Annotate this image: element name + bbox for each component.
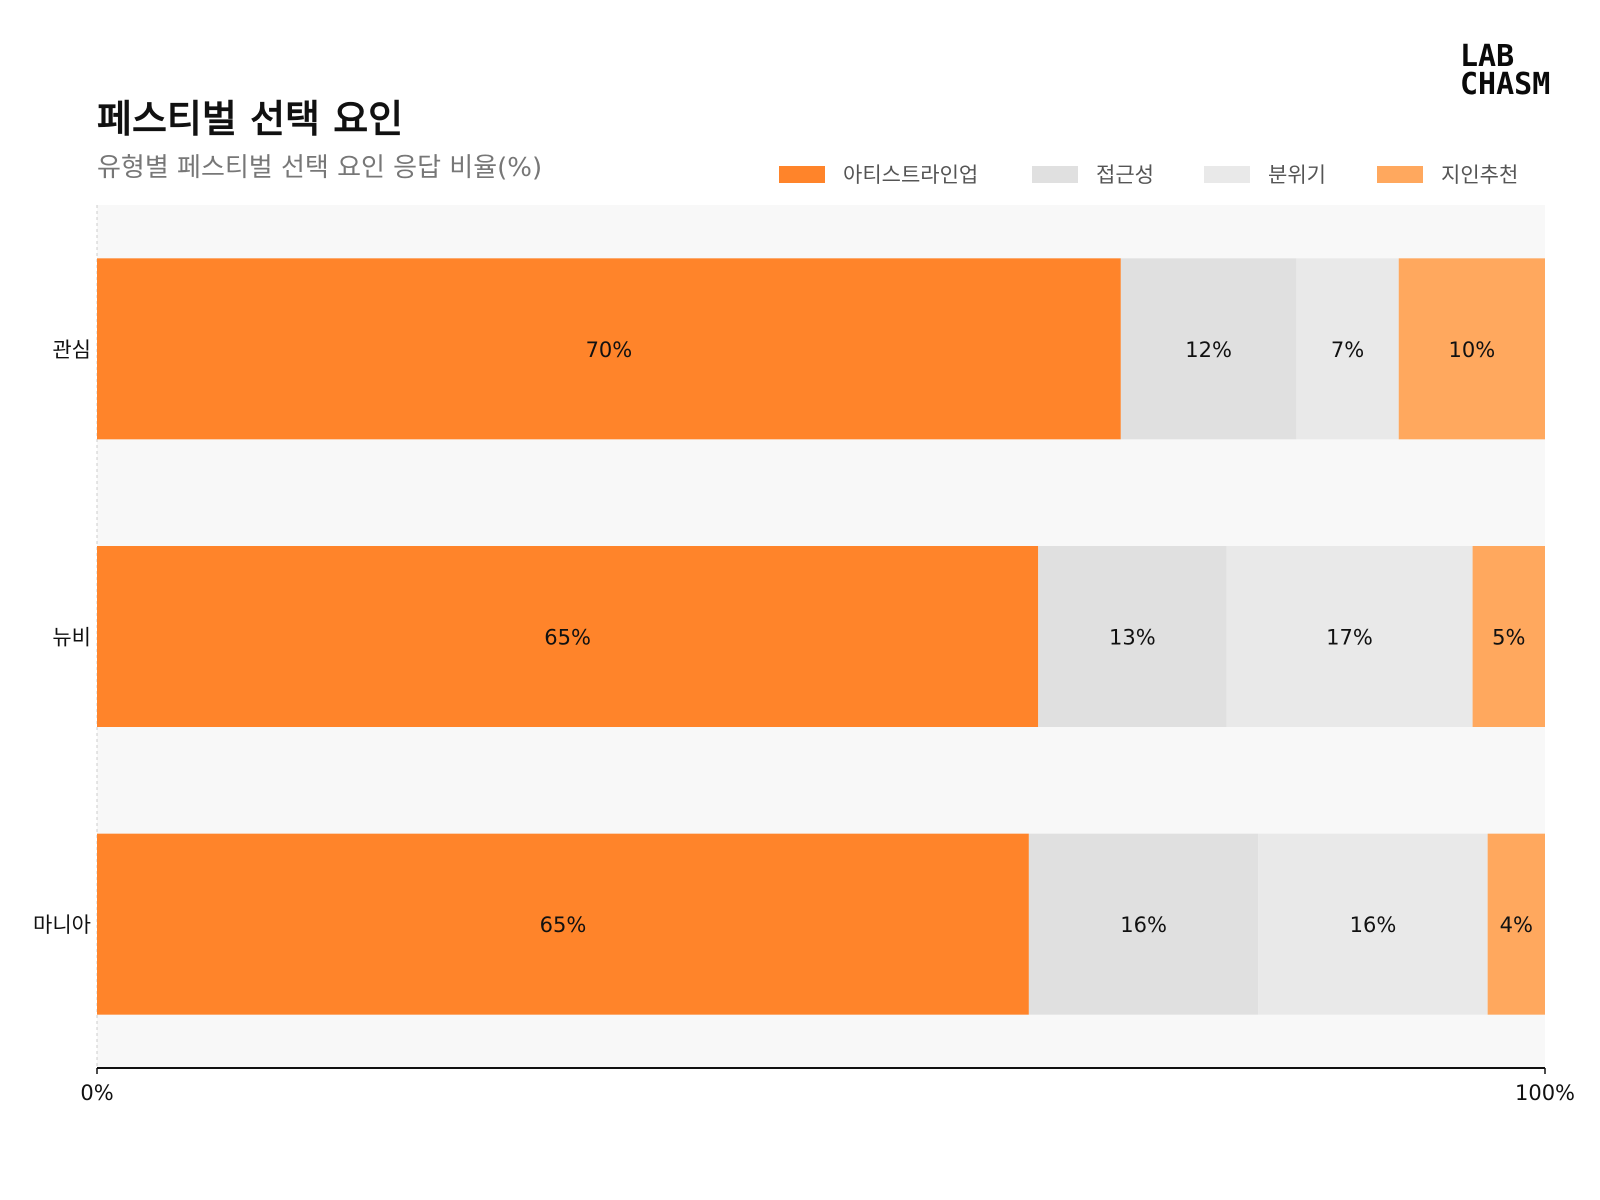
legend-label-1: 아티스트라인업 xyxy=(843,163,978,187)
bar-1-series-4 xyxy=(1398,258,1545,440)
legend-swatch-1 xyxy=(779,166,825,183)
bar-1-series-3 xyxy=(1296,258,1399,440)
data-label-1-1: 70% xyxy=(586,338,633,362)
x-tick-labels: 0% 100% xyxy=(80,1068,1575,1105)
category-label-1: 관심 xyxy=(52,338,91,362)
bar-3-series-4 xyxy=(1487,833,1545,1015)
data-label-2-4: 5% xyxy=(1492,626,1525,650)
bar-2-series-2 xyxy=(1038,546,1227,727)
bars: 70% 12% 7% 10% 65% 13% 17% 5% 65% 16% 16% 4% xyxy=(97,258,1545,1015)
data-label-2-2: 13% xyxy=(1109,626,1156,650)
x-tick-label-1: 0% xyxy=(80,1081,113,1105)
category-label-3: 마니아 xyxy=(33,913,91,937)
legend-label-2: 접근성 xyxy=(1096,163,1154,187)
bar-3-series-3 xyxy=(1258,833,1488,1015)
legend-swatch-3 xyxy=(1204,166,1250,183)
data-label-2-1: 65% xyxy=(544,626,591,650)
legend: 아티스트라인업 접근성 분위기 지인추천 xyxy=(779,163,1518,187)
legend-label-3: 분위기 xyxy=(1268,163,1326,187)
bar-1-series-1 xyxy=(97,258,1121,440)
legend-swatch-4 xyxy=(1377,166,1423,183)
legend-label-4: 지인추천 xyxy=(1441,163,1518,187)
bar-3-series-1 xyxy=(97,833,1029,1015)
logo-line-2: CHASM xyxy=(1460,67,1550,102)
bar-2-series-3 xyxy=(1226,546,1473,727)
data-label-3-4: 4% xyxy=(1500,913,1533,937)
data-label-1-4: 10% xyxy=(1449,338,1496,362)
data-label-3-1: 65% xyxy=(540,913,587,937)
x-tick-label-2: 100% xyxy=(1515,1081,1575,1105)
data-label-1-3: 7% xyxy=(1331,338,1364,362)
data-label-1-2: 12% xyxy=(1185,338,1232,362)
logo-line-1: LAB xyxy=(1460,39,1514,74)
data-label-3-2: 16% xyxy=(1120,913,1167,937)
category-label-2: 뉴비 xyxy=(52,626,91,650)
data-label-3-3: 16% xyxy=(1350,913,1397,937)
data-label-2-3: 17% xyxy=(1326,626,1373,650)
bar-1-series-2 xyxy=(1120,258,1297,440)
legend-swatch-2 xyxy=(1032,166,1078,183)
bar-2-series-1 xyxy=(97,546,1039,727)
chart-title: 페스티벌 선택 요인 xyxy=(97,97,403,141)
bar-2-series-4 xyxy=(1472,546,1545,727)
bar-3-series-2 xyxy=(1028,833,1259,1015)
chart-subtitle: 유형별 페스티벌 선택 요인 응답 비율(%) xyxy=(97,153,542,183)
logo: LAB CHASM xyxy=(1460,39,1550,102)
